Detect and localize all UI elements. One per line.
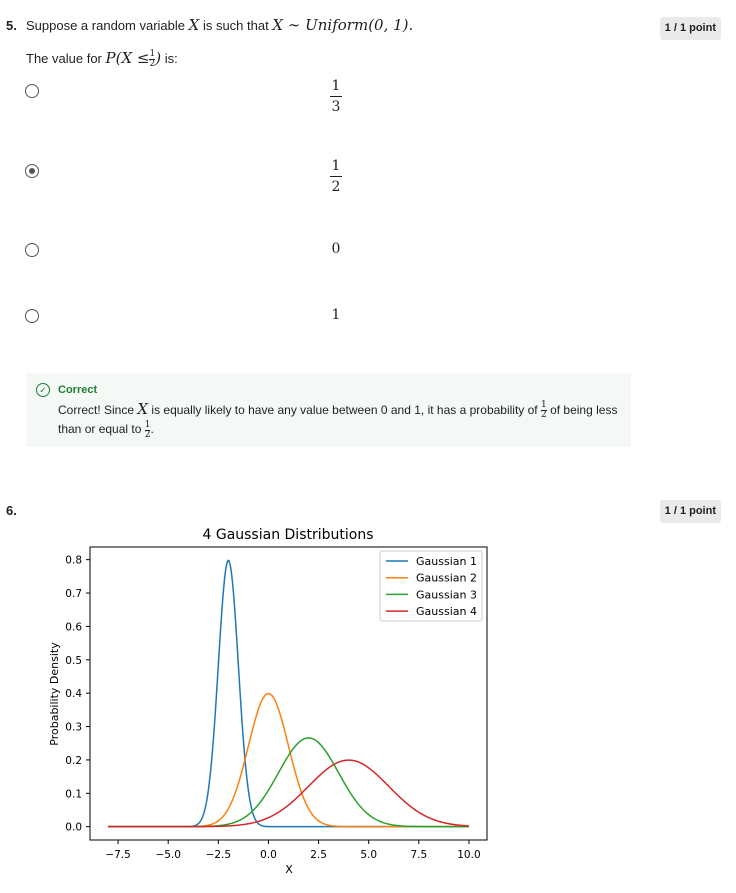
probability-rhs: ): [155, 49, 162, 67]
option-label-3[interactable]: 0: [331, 241, 341, 257]
option-radio-4[interactable]: [25, 309, 39, 323]
prompt-prefix: The value for: [26, 51, 102, 66]
x-tick-label: −7.5: [105, 849, 131, 861]
question-5-number: 5.: [6, 18, 17, 33]
legend-box: [379, 550, 483, 622]
probability-lhs: P(X ≤: [105, 49, 150, 67]
y-tick-label: 0.7: [65, 588, 82, 600]
points-badge-q5: 1 / 1 point: [659, 17, 721, 40]
y-tick-label: 0.4: [65, 688, 82, 700]
y-tick-label: 0.8: [65, 555, 82, 567]
option-radio-1[interactable]: [25, 84, 39, 98]
option-radio-2[interactable]: [25, 164, 39, 178]
feedback-box: ✓ Correct Correct! Since X is equally li…: [26, 373, 631, 447]
legend: Gaussian 1 Gaussian 2 Gaussian 3 Gaussian 4: [379, 550, 483, 622]
question-5-prompt: The value for P(X ≤1 2) is:: [26, 49, 178, 69]
chart-title: 4 Gaussian Distributions: [202, 527, 373, 543]
variable-x: X: [188, 16, 200, 34]
feedback-title: Correct: [58, 384, 98, 396]
series-line-gaussian-3: [108, 737, 469, 828]
question-6-number: 6.: [6, 503, 17, 518]
legend-label: Gaussian 4: [416, 605, 477, 618]
y-tick-label: 0.0: [65, 822, 82, 834]
x-tick-label: 0.0: [260, 849, 277, 861]
question-text-prefix: Suppose a random variable: [26, 18, 185, 33]
series-line-gaussian-2: [108, 692, 469, 828]
feedback-text: Correct! Since X is equally likely to ha…: [58, 400, 618, 440]
x-tick-label: −2.5: [206, 849, 232, 861]
y-tick-label: 0.5: [65, 655, 82, 667]
x-tick-label: 10.0: [457, 849, 480, 861]
option-label-4[interactable]: 1: [331, 307, 341, 323]
y-tick-label: 0.3: [65, 722, 82, 734]
series-line-gaussian-4: [108, 759, 469, 828]
x-tick-label: −5.0: [155, 849, 181, 861]
x-axis-label: X: [285, 863, 293, 876]
x-tick-label: 5.0: [360, 849, 377, 861]
y-tick-label: 0.1: [65, 788, 82, 800]
distribution-expression: X ∼ Uniform(0, 1).: [272, 16, 414, 34]
points-badge-q6: 1 / 1 point: [659, 500, 721, 523]
y-tick-label: 0.6: [65, 621, 82, 633]
question-text-mid: is such that: [202, 18, 269, 33]
prompt-suffix: is:: [164, 51, 178, 66]
option-radio-3[interactable]: [25, 243, 39, 257]
y-tick-label: 0.2: [65, 755, 82, 767]
series-line-gaussian-1: [108, 559, 469, 828]
y-axis-label: Probability Density: [48, 642, 61, 746]
legend-label: Gaussian 1: [416, 555, 477, 568]
legend-label: Gaussian 2: [416, 572, 477, 585]
question-5-text: Suppose a random variable X is such that…: [26, 16, 413, 34]
x-tick-label: 2.5: [310, 849, 327, 861]
legend-label: Gaussian 3: [416, 588, 477, 601]
x-tick-label: 7.5: [410, 849, 427, 861]
plot-area: [89, 546, 488, 841]
check-circle-icon: ✓: [36, 383, 50, 397]
